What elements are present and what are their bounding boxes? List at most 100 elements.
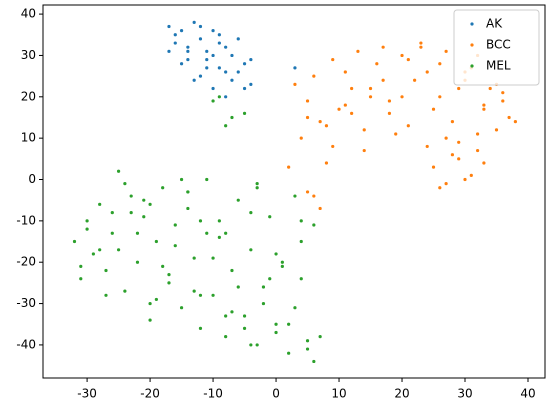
legend-label: AK — [486, 17, 503, 31]
point — [224, 335, 228, 339]
point — [444, 49, 448, 53]
y-tick-label: -10 — [16, 213, 36, 227]
point — [230, 53, 234, 58]
point — [343, 70, 347, 74]
point — [85, 227, 89, 231]
point — [268, 215, 272, 219]
legend-label: BCC — [486, 38, 511, 52]
y-tick-label: 40 — [21, 7, 36, 21]
point — [198, 293, 203, 297]
point — [230, 115, 234, 120]
point — [457, 140, 461, 144]
point — [255, 343, 259, 347]
y-tick-label: 0 — [28, 172, 36, 186]
point — [457, 86, 461, 91]
point — [299, 136, 303, 140]
point — [230, 310, 234, 314]
point — [142, 215, 146, 219]
point — [293, 82, 297, 86]
point — [224, 45, 228, 49]
point — [419, 41, 423, 45]
point — [242, 314, 247, 318]
point — [444, 182, 448, 186]
point — [192, 20, 196, 24]
y-tick-label: 30 — [21, 48, 36, 62]
point — [116, 248, 121, 252]
point — [312, 74, 316, 78]
point — [406, 124, 410, 128]
point — [299, 277, 303, 281]
point — [350, 86, 354, 91]
point — [394, 132, 398, 136]
point — [211, 53, 215, 58]
point — [123, 289, 127, 293]
point — [242, 326, 247, 330]
point — [135, 231, 140, 235]
point — [104, 268, 108, 273]
point — [217, 235, 221, 240]
point — [205, 49, 209, 53]
point — [350, 111, 354, 115]
point — [211, 256, 215, 260]
point — [280, 260, 284, 264]
point — [167, 273, 171, 277]
y-tick-label: 20 — [21, 89, 36, 103]
point — [98, 248, 102, 252]
point — [148, 301, 152, 306]
point — [217, 41, 221, 45]
point — [431, 165, 436, 169]
point — [142, 198, 146, 202]
point — [488, 86, 492, 91]
point — [406, 57, 410, 62]
point — [318, 120, 322, 124]
point — [438, 95, 442, 99]
point — [305, 99, 310, 103]
point — [438, 186, 442, 190]
point — [186, 49, 190, 53]
point — [249, 248, 253, 252]
point — [179, 306, 184, 310]
point — [293, 66, 297, 70]
x-tick-label: 0 — [272, 387, 280, 401]
point — [261, 285, 266, 289]
point — [299, 219, 303, 223]
point — [280, 264, 284, 268]
point — [450, 153, 455, 157]
point — [179, 62, 184, 66]
point — [312, 223, 316, 227]
point — [242, 86, 247, 91]
point — [224, 314, 228, 318]
x-tick-label: -30 — [77, 387, 97, 401]
point — [507, 115, 511, 120]
point — [413, 78, 417, 82]
point — [123, 182, 127, 186]
point — [167, 281, 171, 285]
point — [211, 293, 215, 297]
point — [72, 239, 77, 244]
point — [375, 62, 379, 66]
point — [513, 120, 517, 124]
point — [343, 103, 347, 107]
point — [224, 124, 228, 128]
point — [299, 239, 303, 244]
point — [205, 177, 209, 182]
plot-frame — [42, 4, 546, 379]
point — [198, 37, 203, 41]
point — [186, 57, 190, 62]
point — [362, 148, 366, 153]
point — [318, 206, 322, 211]
legend-marker — [470, 64, 474, 68]
point — [400, 95, 404, 99]
point — [476, 148, 480, 153]
point — [425, 70, 429, 74]
x-tick-label: 40 — [520, 387, 535, 401]
point — [242, 111, 247, 115]
point — [217, 66, 221, 70]
point — [469, 173, 473, 177]
point — [501, 91, 505, 95]
y-tick-label: -40 — [16, 337, 36, 351]
point — [249, 82, 253, 86]
point — [148, 202, 152, 206]
point — [242, 62, 247, 66]
